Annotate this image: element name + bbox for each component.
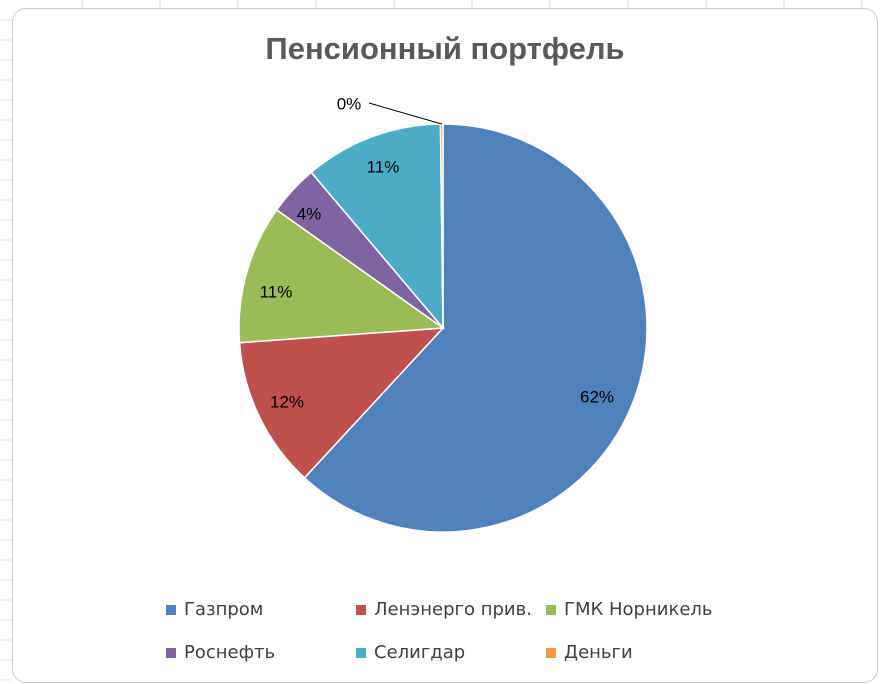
- pie-slice-1[interactable]: [303, 123, 648, 533]
- data-label-4: 4%: [297, 204, 322, 223]
- data-label-1: 62%: [580, 387, 614, 406]
- chart-area[interactable]: Пенсионный портфель 62% 12% 11% 4% 11% 0% Газ…: [12, 8, 878, 683]
- leader-line: [368, 102, 442, 125]
- data-label-5: 11%: [367, 157, 400, 176]
- pie-slice-3[interactable]: [238, 208, 446, 344]
- pie-slice-2[interactable]: [238, 327, 445, 479]
- data-label-6: 0%: [337, 94, 362, 113]
- pie-slice-5[interactable]: [310, 123, 444, 331]
- data-label-3: 11%: [260, 282, 293, 301]
- pie-chart: 62% 12% 11% 4% 11% 0%: [238, 94, 648, 533]
- data-label-2: 12%: [270, 392, 304, 411]
- chart-title: Пенсионный портфель: [265, 31, 625, 66]
